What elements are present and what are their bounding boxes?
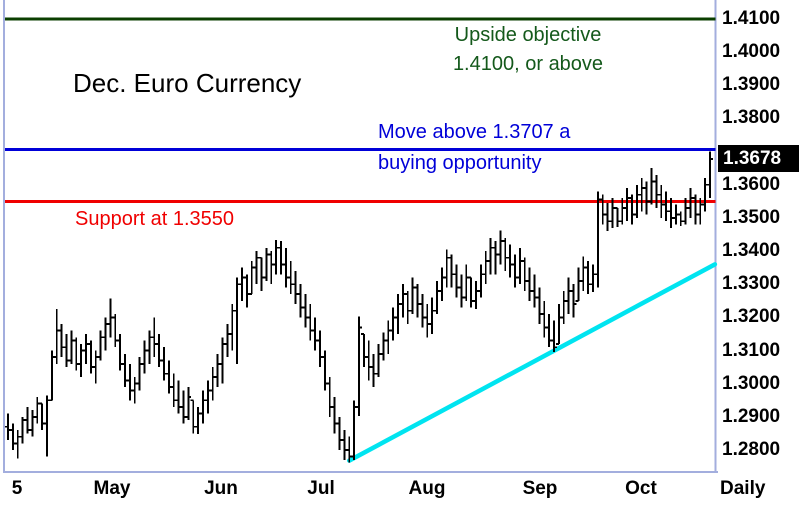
y-axis-label: 1.3500 — [722, 206, 781, 228]
x-axis-label: Jun — [204, 478, 238, 499]
chart-title: Dec. Euro Currency — [73, 68, 302, 98]
breakout-line2: buying opportunity — [378, 152, 542, 174]
y-axis-label: 1.3800 — [722, 107, 781, 129]
y-axis-label: 1.4100 — [722, 8, 781, 29]
upside-objective-annotation: Upside objective 1.4100, or above — [420, 21, 636, 79]
y-axis-label: 1.3400 — [722, 240, 781, 262]
x-axis-label: May — [93, 478, 131, 499]
y-axis-label: 1.3100 — [722, 339, 781, 361]
price-bars — [5, 151, 713, 463]
y-axis-label: 1.3300 — [722, 273, 781, 295]
x-axis-label: Sep — [522, 478, 558, 499]
y-axis-label: 1.2800 — [722, 439, 781, 460]
y-axis-label: 1.3600 — [722, 173, 781, 195]
breakout-annotation: Move above 1.3707 a buying opportunity — [378, 117, 570, 179]
last-price-badge: 1.3678 — [718, 145, 799, 173]
y-axis-label: 1.2900 — [722, 405, 781, 427]
breakout-line1: Move above 1.3707 a — [378, 121, 571, 143]
x-axis-label: 5 — [11, 478, 23, 499]
up-trendline — [347, 262, 718, 463]
y-axis-label: 1.3900 — [722, 74, 781, 96]
x-axis-label: Oct — [625, 478, 657, 499]
y-axis-label: 1.3000 — [722, 372, 781, 394]
upside-objective-line2: 1.4100, or above — [452, 53, 604, 75]
timeframe-label: Daily — [720, 478, 766, 499]
x-axis-label: Aug — [408, 478, 446, 499]
support-annotation: Support at 1.3550 — [75, 208, 235, 230]
upside-objective-line1: Upside objective — [454, 24, 602, 46]
x-axis-label: Jul — [307, 478, 335, 499]
y-axis-label: 1.4000 — [722, 41, 781, 63]
y-axis-label: 1.3200 — [722, 306, 781, 328]
